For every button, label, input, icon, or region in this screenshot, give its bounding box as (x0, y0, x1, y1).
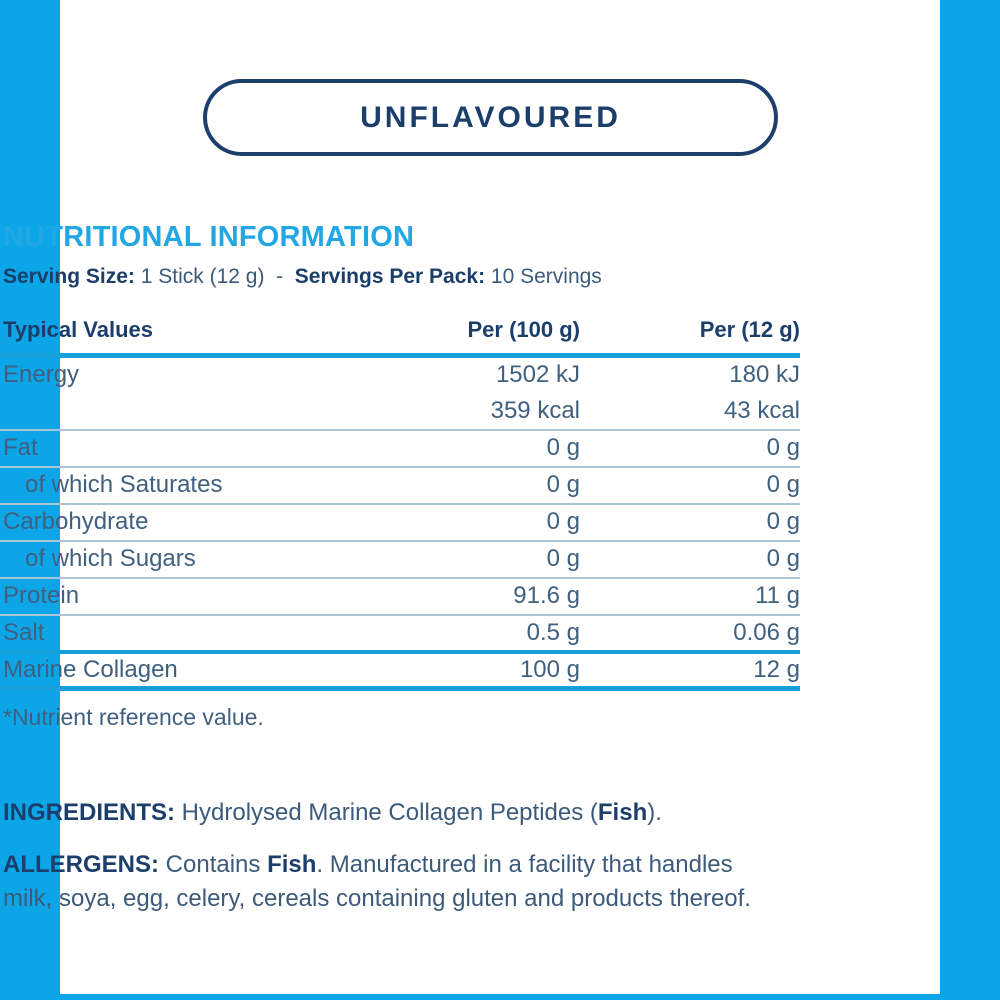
per12-value: 0 g (580, 540, 800, 579)
allergens-paragraph: ALLERGENS: Contains Fish. Manufactured i… (3, 848, 758, 916)
ingredients-paragraph: INGREDIENTS: Hydrolysed Marine Collagen … (3, 796, 758, 830)
nutrient-label: Salt (0, 614, 360, 654)
per100-value: 0 g (360, 466, 580, 505)
table-header-row: Typical Values Per (100 g) Per (12 g) (0, 311, 800, 358)
per100-value: 0 g (360, 540, 580, 579)
table-row-carbohydrate: Carbohydrate 0 g 0 g (0, 503, 800, 542)
nutritional-information-title: NUTRITIONAL INFORMATION (3, 221, 415, 253)
bottom-accent-bar (0, 994, 1000, 1000)
nutrient-label: Carbohydrate (0, 503, 360, 542)
table-row-marine-collagen: Marine Collagen 100 g 12 g (0, 651, 800, 691)
serving-size-value: 1 Stick (12 g) (134, 265, 265, 288)
flavour-badge-label: UNFLAVOURED (360, 100, 621, 134)
flavour-badge: UNFLAVOURED (203, 79, 778, 156)
allergens-text: Contains (159, 851, 268, 878)
per100-value: 0 g (360, 429, 580, 468)
per100-value: 1502 kJ (495, 361, 580, 389)
nutrient-reference-footnote: *Nutrient reference value. (3, 704, 264, 730)
ingredients-text: Hydrolysed Marine Collagen Peptides ( (175, 799, 598, 826)
ingredients-text-after: ). (647, 799, 662, 826)
servings-per-pack-label: Servings Per Pack: (294, 265, 486, 288)
allergens-text-after: . Manufactured in a facility that handle… (3, 851, 751, 912)
serving-info-line: Serving Size: 1 Stick (12 g) - Servings … (3, 265, 602, 289)
header-per-100g: Per (100 g) (360, 311, 580, 358)
per12-value: 12 g (580, 651, 800, 691)
table-row-saturates: of which Saturates 0 g 0 g (0, 466, 800, 505)
nutrient-label: Fat (0, 429, 360, 468)
nutrient-label: of which Saturates (0, 466, 360, 505)
serving-dash: - (264, 265, 295, 288)
table-row-salt: Salt 0.5 g 0.06 g (0, 614, 800, 654)
per12-value: 0.06 g (580, 614, 800, 654)
right-accent-bar (940, 0, 1000, 1000)
nutrition-table: Typical Values Per (100 g) Per (12 g) En… (0, 311, 800, 691)
nutrient-label: Marine Collagen (0, 651, 360, 691)
nutrient-label (0, 392, 360, 431)
allergens-emphasis: Fish (267, 851, 317, 878)
per12-value: 0 g (580, 466, 800, 505)
per12-value: 0 g (580, 429, 800, 468)
per100-value: 0 g (360, 503, 580, 542)
per100-value: 100 g (360, 651, 580, 691)
serving-size-label: Serving Size: (3, 265, 135, 288)
table-row-sugars: of which Sugars 0 g 0 g (0, 540, 800, 579)
per12-value: 11 g (580, 577, 800, 616)
per100-value: 359 kcal (360, 392, 580, 431)
table-row-energy-kj: Energy 1502 kJ 180 kJ (0, 356, 800, 393)
header-per-12g: Per (12 g) (580, 311, 800, 358)
nutrient-label: Protein (0, 577, 360, 616)
per12-value: 180 kJ (729, 361, 800, 389)
per100-value: 91.6 g (360, 577, 580, 616)
allergens-label: ALLERGENS: (3, 851, 159, 878)
ingredients-label: INGREDIENTS: (3, 799, 176, 826)
servings-per-pack-value: 10 Servings (485, 265, 602, 288)
table-row-fat: Fat 0 g 0 g (0, 429, 800, 468)
table-row-protein: Protein 91.6 g 11 g (0, 577, 800, 616)
ingredients-emphasis: Fish (597, 799, 648, 826)
header-typical-values: Typical Values (0, 311, 360, 358)
per12-value: 0 g (580, 503, 800, 542)
nutrient-label: Energy (3, 361, 80, 389)
per100-value: 0.5 g (360, 614, 580, 654)
table-row-energy-kcal: 359 kcal 43 kcal (0, 392, 800, 431)
per12-value: 43 kcal (580, 392, 800, 431)
nutrient-label: of which Sugars (0, 540, 360, 579)
